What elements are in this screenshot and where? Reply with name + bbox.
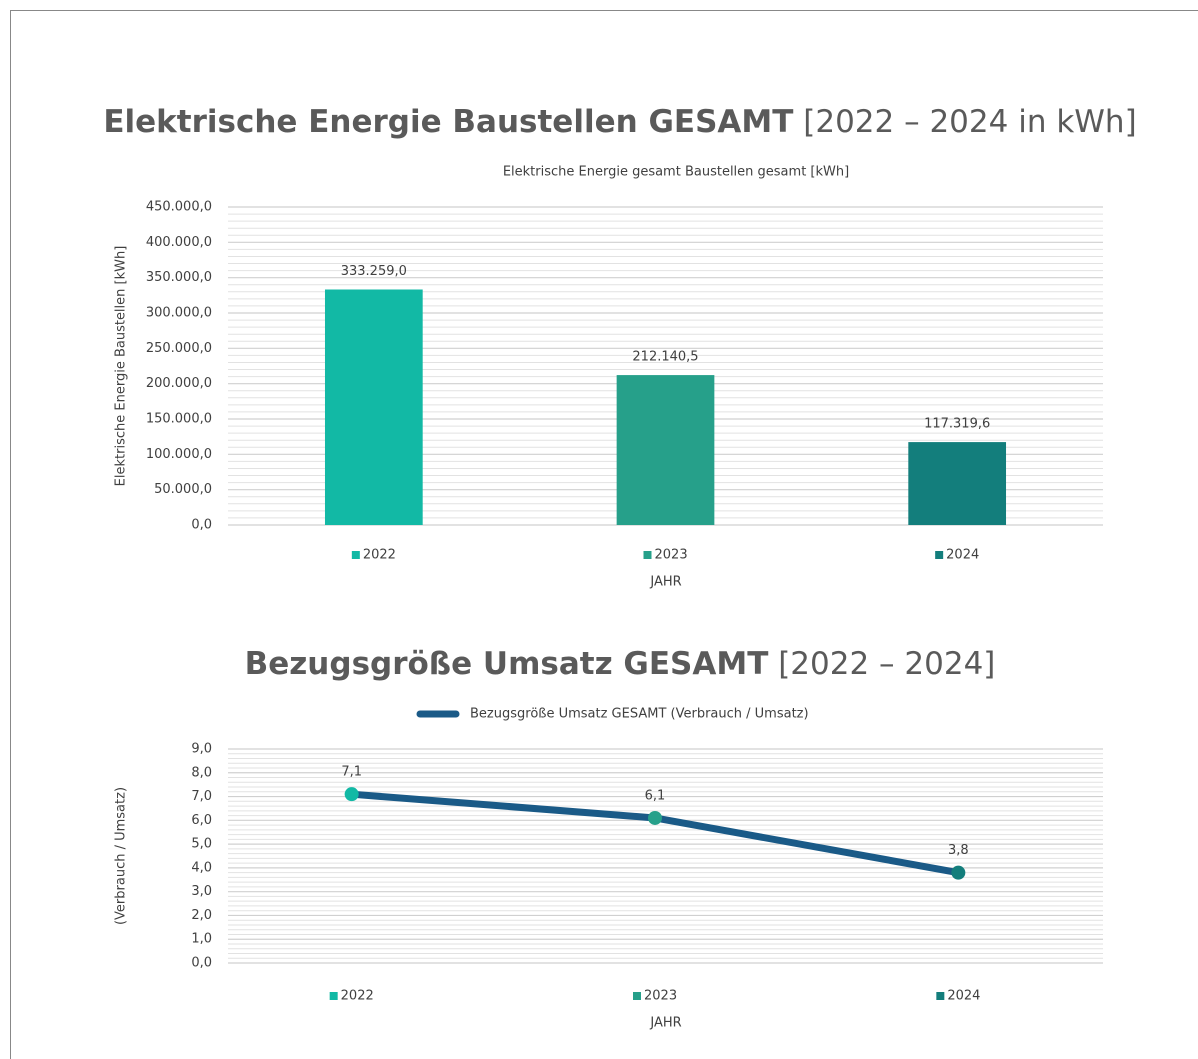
chart-title: Elektrische Energie Baustellen GESAMT [2… — [103, 104, 1136, 140]
y-tick-label: 9,0 — [191, 742, 212, 757]
y-axis-label: (Verbrauch / Umsatz) — [114, 787, 129, 925]
y-tick-label: 1,0 — [191, 932, 212, 947]
y-tick-label: 5,0 — [191, 837, 212, 852]
y-tick-label: 0,0 — [191, 518, 212, 533]
point — [951, 865, 966, 880]
data-label: 6,1 — [645, 788, 666, 803]
legend-swatch — [351, 551, 360, 559]
y-tick-label: 7,0 — [191, 789, 212, 804]
data-label: 333.259,0 — [341, 264, 407, 279]
y-tick-label: 200.000,0 — [146, 376, 212, 391]
legend-label: 2022 — [341, 989, 374, 1004]
data-label: 7,1 — [341, 765, 362, 780]
y-tick-label: 300.000,0 — [146, 306, 212, 321]
chart-subtitle: Elektrische Energie gesamt Baustellen ge… — [503, 165, 849, 180]
y-tick-label: 6,0 — [191, 813, 212, 828]
legend-swatch — [633, 992, 641, 1000]
chart-title-range: [2022 – 2024] — [778, 646, 995, 682]
legend-label: Bezugsgröße Umsatz GESAMT (Verbrauch / U… — [470, 707, 809, 722]
bar — [324, 289, 423, 525]
legend-swatch — [935, 551, 944, 559]
legend-label: 2023 — [655, 548, 688, 563]
x-axis-label: JAHR — [649, 575, 681, 590]
y-tick-label: 350.000,0 — [146, 270, 212, 285]
y-tick-label: 3,0 — [191, 884, 212, 899]
bar — [908, 442, 1007, 525]
y-axis-label: Elektrische Energie Baustellen [kWh] — [114, 246, 129, 487]
legend-label: 2024 — [946, 548, 979, 563]
legend-swatch — [936, 992, 945, 1000]
y-tick-label: 2,0 — [191, 908, 212, 923]
y-tick-label: 50.000,0 — [154, 482, 212, 497]
x-axis-label: JAHR — [649, 1016, 681, 1031]
point — [344, 787, 359, 802]
point — [648, 810, 662, 825]
legend-swatch — [329, 992, 338, 1000]
y-tick-label: 400.000,0 — [146, 235, 212, 250]
chart-title-range: [2022 – 2024 in kWh] — [803, 104, 1136, 140]
legend-label: 2023 — [644, 989, 677, 1004]
legend-swatch — [643, 551, 652, 559]
y-tick-label: 150.000,0 — [146, 412, 212, 427]
y-tick-label: 0,0 — [191, 956, 212, 971]
y-tick-label: 4,0 — [191, 860, 212, 875]
y-tick-label: 8,0 — [191, 765, 212, 780]
data-label: 117.319,6 — [924, 417, 990, 432]
chart-title: Bezugsgröße Umsatz GESAMT [2022 – 2024] — [245, 646, 996, 682]
legend-label: 2024 — [947, 989, 980, 1004]
legend-label: 2022 — [363, 548, 396, 563]
y-tick-label: 100.000,0 — [146, 447, 212, 462]
chart-title-main: Elektrische Energie Baustellen GESAMT — [103, 104, 793, 140]
data-label: 3,8 — [948, 843, 969, 858]
bar — [616, 375, 715, 525]
data-label: 212.140,5 — [632, 350, 698, 365]
frame — [10, 10, 1198, 1059]
y-tick-label: 450.000,0 — [146, 200, 212, 215]
y-tick-label: 250.000,0 — [146, 341, 212, 356]
chart-title-main: Bezugsgröße Umsatz GESAMT — [245, 646, 769, 682]
